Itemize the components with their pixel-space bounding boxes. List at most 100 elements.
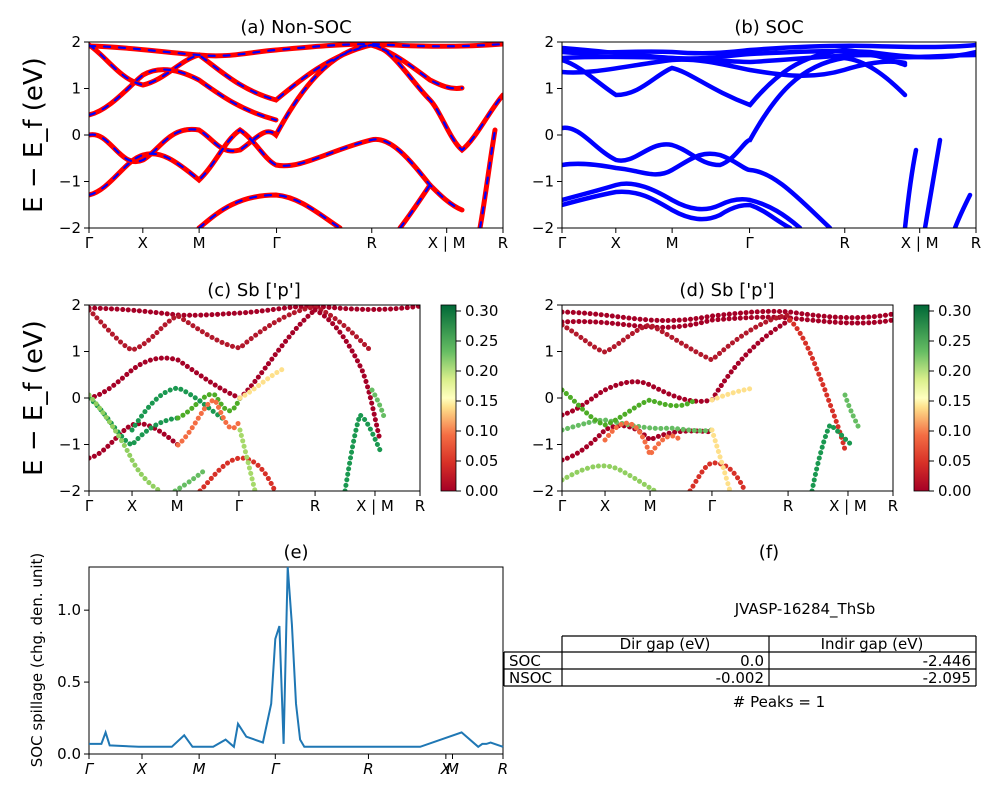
- panel-c-title: (c) Sb ['p']: [207, 280, 301, 301]
- y-tick-label: 0: [71, 126, 81, 144]
- nonsoc-bands: [89, 42, 503, 228]
- table-row-label: SOC: [509, 652, 541, 670]
- y-tick-label: 1: [71, 343, 81, 361]
- table-cell-dir: 0.0: [740, 652, 764, 670]
- x-tick-label: Γ: [235, 497, 244, 515]
- y-tick-label: −2: [59, 482, 81, 500]
- y-tick-label: 2: [544, 33, 554, 51]
- x-tick-label: X: [127, 497, 137, 515]
- panel-c: [88, 304, 457, 492]
- colorbar-tick-label: 0.15: [465, 392, 498, 410]
- x-tick-label: X | M: [901, 234, 939, 252]
- colorbar-tick-label: 0.10: [938, 422, 971, 440]
- colorbar-d: [913, 304, 930, 492]
- colorbar-tick-label: 0.05: [938, 452, 971, 470]
- colorbar-tick-label: 0.30: [938, 302, 971, 320]
- y-tick-label: −2: [59, 219, 81, 237]
- y-tick-label: −1: [532, 173, 554, 191]
- y-tick-label: −1: [59, 436, 81, 454]
- colorbar-tick-label: 0.20: [938, 362, 971, 380]
- y-tick-label: −2: [532, 482, 554, 500]
- y-tick-label: 0: [544, 126, 554, 144]
- x-tick-label: R: [367, 234, 377, 252]
- table-cell-indir: -2.095: [923, 669, 971, 687]
- y-tick-label: 1: [544, 80, 554, 98]
- colorbar-tick-label: 0.00: [465, 482, 498, 500]
- material-id: JVASP-16284_ThSb: [734, 600, 876, 619]
- panel-d-frame: [561, 304, 894, 492]
- panel-e-ylabel: SOC spillage (chg. den. unit): [28, 553, 46, 768]
- x-tick-label: Γ: [708, 497, 717, 515]
- x-tick-label: Γ: [272, 234, 281, 252]
- colorbar-tick-label: 0.25: [938, 332, 971, 350]
- panel-a-ylabel: E − E_f (eV): [19, 57, 49, 213]
- x-tick-label: X | M: [356, 497, 394, 515]
- colorbar-tick-label: 0.05: [465, 452, 498, 470]
- colorbar-tick-label: 0.15: [938, 392, 971, 410]
- x-tick-label: R: [310, 497, 320, 515]
- table-header-indir: Indir gap (eV): [821, 635, 924, 653]
- x-tick-label: M: [171, 497, 184, 515]
- panel-a: [88, 41, 504, 229]
- table-cell-indir: -2.446: [923, 652, 971, 670]
- panel-b-title: (b) SOC: [734, 17, 803, 38]
- colorbar-c: [440, 304, 457, 492]
- panel-e-frame: [88, 566, 504, 755]
- y-tick-label: 2: [71, 296, 81, 314]
- x-tick-label: X: [138, 234, 148, 252]
- x-tick-label: R: [415, 497, 425, 515]
- x-tick-label: X | M: [829, 497, 867, 515]
- table-cell-dir: -0.002: [716, 669, 764, 687]
- y-tick-label: 1: [544, 343, 554, 361]
- x-tick-label: Γ: [745, 234, 754, 252]
- projected-bands-c: [89, 305, 420, 491]
- x-tick-label: M: [666, 234, 679, 252]
- x-tick-label: Γ: [558, 234, 567, 252]
- x-tick-label: X: [440, 760, 452, 778]
- peaks-count: # Peaks = 1: [733, 693, 825, 711]
- y-tick-label: −2: [532, 219, 554, 237]
- x-tick-label: R: [888, 497, 898, 515]
- panel-f-title: (f): [759, 542, 779, 563]
- x-tick-label: Γ: [85, 497, 94, 515]
- x-tick-label: R: [783, 497, 793, 515]
- panel-c-ylabel: E − E_f (eV): [19, 320, 49, 476]
- x-tick-label: M: [193, 234, 206, 252]
- panel-b: [561, 41, 977, 229]
- y-tick-label: 2: [544, 296, 554, 314]
- y-tick-label: 0: [71, 389, 81, 407]
- y-tick-label: −1: [59, 173, 81, 191]
- x-tick-label: Γ: [85, 234, 94, 252]
- x-tick-label: R: [971, 234, 981, 252]
- x-tick-label: X: [136, 760, 148, 778]
- panel-d: [561, 304, 930, 492]
- x-tick-label: R: [840, 234, 850, 252]
- panel-e-title: (e): [283, 542, 308, 563]
- table-header-dir: Dir gap (eV): [620, 635, 711, 653]
- x-tick-label: Γ: [271, 760, 281, 778]
- y-tick-label: 1.0: [57, 601, 81, 619]
- spillage-line: [89, 566, 504, 749]
- x-tick-label: M: [193, 760, 206, 778]
- panel-a-title: (a) Non-SOC: [240, 17, 351, 38]
- colorbar-tick-label: 0.20: [465, 362, 498, 380]
- table-row-label: NSOC: [509, 669, 552, 687]
- x-tick-label: R: [498, 760, 508, 778]
- panel-d-title: (d) Sb ['p']: [679, 280, 774, 301]
- soc-bands: [562, 42, 976, 228]
- gap-table: JVASP-16284_ThSb Dir gap (eV) Indir gap …: [503, 600, 977, 711]
- x-tick-label: M: [446, 760, 459, 778]
- x-tick-label: M: [644, 497, 657, 515]
- y-tick-label: 0.5: [57, 673, 81, 691]
- colorbar-tick-label: 0.00: [938, 482, 971, 500]
- x-tick-label: X: [600, 497, 610, 515]
- y-tick-label: 2: [71, 33, 81, 51]
- colorbar-tick-label: 0.10: [465, 422, 498, 440]
- panel-e: [88, 566, 504, 755]
- y-tick-label: 0.0: [57, 745, 81, 763]
- x-tick-label: Γ: [558, 497, 567, 515]
- y-tick-label: 1: [71, 80, 81, 98]
- x-tick-label: X: [611, 234, 621, 252]
